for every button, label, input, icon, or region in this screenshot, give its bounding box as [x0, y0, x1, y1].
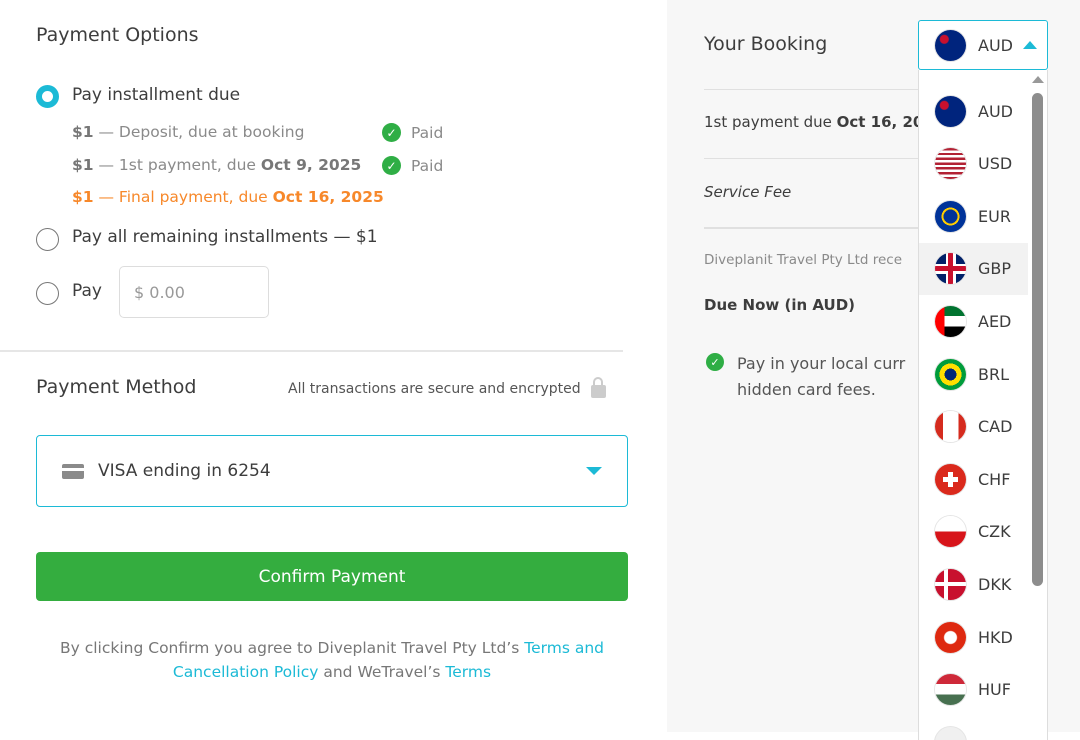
- check-icon: ✓: [382, 123, 401, 142]
- booking-title: Your Booking: [704, 33, 828, 55]
- currency-dropdown-list: AUD USD EUR GBP AED BRL CAD CHF CZK DKK HKD HUF: [918, 70, 1048, 740]
- currency-code: AED: [978, 311, 1012, 331]
- flag-dkk-icon: [935, 568, 966, 600]
- flag-usd-icon: [935, 148, 966, 180]
- currency-option-eur[interactable]: EUR: [919, 190, 1028, 242]
- option-pay-installment-label[interactable]: Pay installment due: [72, 85, 241, 105]
- wetravel-terms-link[interactable]: Terms: [445, 663, 492, 681]
- currency-code: CHF: [978, 469, 1011, 489]
- check-icon: ✓: [706, 353, 724, 371]
- currency-code: BRL: [978, 364, 1010, 384]
- currency-selected: AUD: [978, 35, 1013, 55]
- chevron-down-icon: [586, 467, 602, 475]
- currency-code: HUF: [978, 680, 1011, 700]
- service-fee-label: Service Fee: [704, 183, 792, 201]
- flag-hkd-icon: [935, 621, 966, 653]
- currency-code: DKK: [978, 574, 1012, 594]
- currency-option-chf[interactable]: CHF: [919, 453, 1028, 505]
- flag-partial-icon: [935, 726, 966, 740]
- currency-option-czk[interactable]: CZK: [919, 506, 1028, 558]
- divider: [704, 158, 964, 159]
- currency-code: USD: [978, 154, 1013, 174]
- confirm-payment-button[interactable]: Confirm Payment: [36, 552, 628, 601]
- secure-note: All transactions are secure and encrypte…: [288, 377, 606, 398]
- currency-code: CAD: [978, 417, 1013, 437]
- flag-czk-icon: [935, 516, 966, 548]
- currency-code: HKD: [978, 627, 1013, 647]
- scrollbar-thumb[interactable]: [1032, 93, 1043, 586]
- flag-aud-icon: [935, 29, 966, 61]
- currency-code: EUR: [978, 206, 1011, 226]
- local-currency-note: Pay in your local curr hidden card fees.: [737, 354, 906, 399]
- installment-final: $1 — Final payment, due Oct 16, 2025: [72, 188, 384, 206]
- currency-code: CZK: [978, 522, 1011, 542]
- currency-option-brl[interactable]: BRL: [919, 348, 1028, 400]
- divider: [704, 89, 964, 90]
- option-pay-custom-label[interactable]: Pay: [72, 281, 102, 301]
- flag-aud-icon: [935, 95, 966, 127]
- currency-code: GBP: [978, 259, 1012, 279]
- divider: [0, 350, 623, 352]
- radio-pay-all[interactable]: [36, 228, 59, 251]
- custom-amount-input[interactable]: $ 0.00: [119, 266, 269, 318]
- radio-pay-installment[interactable]: [36, 85, 59, 108]
- payment-panel: Payment Options Pay installment due $1 —…: [0, 24, 628, 681]
- paid-status: ✓ Paid: [382, 156, 443, 175]
- paid-status: ✓ Paid: [382, 123, 443, 142]
- option-pay-all-label[interactable]: Pay all remaining installments — $1: [72, 227, 378, 247]
- scroll-up-arrow[interactable]: [1032, 76, 1044, 83]
- check-icon: ✓: [382, 156, 401, 175]
- installment-deposit: $1 — Deposit, due at booking: [72, 123, 305, 141]
- currency-option-huf[interactable]: HUF: [919, 664, 1028, 716]
- credit-card-icon: [62, 463, 84, 479]
- card-label: VISA ending in 6254: [98, 461, 271, 481]
- installment-first: $1 — 1st payment, due Oct 9, 2025: [72, 156, 362, 174]
- payment-options-title: Payment Options: [36, 24, 199, 46]
- card-select[interactable]: VISA ending in 6254: [36, 435, 628, 507]
- receives-text: Diveplanit Travel Pty Ltd rece: [704, 252, 903, 268]
- currency-code: AUD: [978, 101, 1013, 121]
- flag-huf-icon: [935, 674, 966, 706]
- currency-option-partial[interactable]: [919, 716, 1028, 740]
- currency-option-hkd[interactable]: HKD: [919, 611, 1028, 663]
- flag-brl-icon: [935, 358, 966, 390]
- flag-chf-icon: [935, 463, 966, 495]
- flag-aed-icon: [935, 305, 966, 337]
- currency-option-aed[interactable]: AED: [919, 295, 1028, 347]
- currency-option-aud[interactable]: AUD: [919, 85, 1028, 137]
- divider: [704, 227, 964, 229]
- chevron-up-icon: [1022, 41, 1037, 49]
- currency-option-gbp[interactable]: GBP: [919, 242, 1028, 295]
- terms-cancellation-link[interactable]: Terms and Cancellation Policy: [172, 639, 604, 681]
- currency-option-usd[interactable]: USD: [919, 138, 1028, 190]
- flag-gbp-icon: [935, 253, 966, 285]
- currency-option-cad[interactable]: CAD: [919, 401, 1028, 453]
- currency-select[interactable]: AUD: [918, 20, 1048, 70]
- lock-icon: [590, 377, 606, 398]
- payment-method-title: Payment Method: [36, 376, 197, 398]
- flag-eur-icon: [935, 200, 966, 232]
- terms-text: By clicking Confirm you agree to Divepla…: [59, 639, 604, 681]
- radio-pay-custom[interactable]: [36, 282, 59, 305]
- flag-cad-icon: [935, 411, 966, 443]
- currency-option-dkk[interactable]: DKK: [919, 558, 1028, 610]
- first-payment-row: 1st payment due Oct 16, 20: [704, 113, 924, 131]
- due-now-label: Due Now (in AUD): [704, 296, 855, 314]
